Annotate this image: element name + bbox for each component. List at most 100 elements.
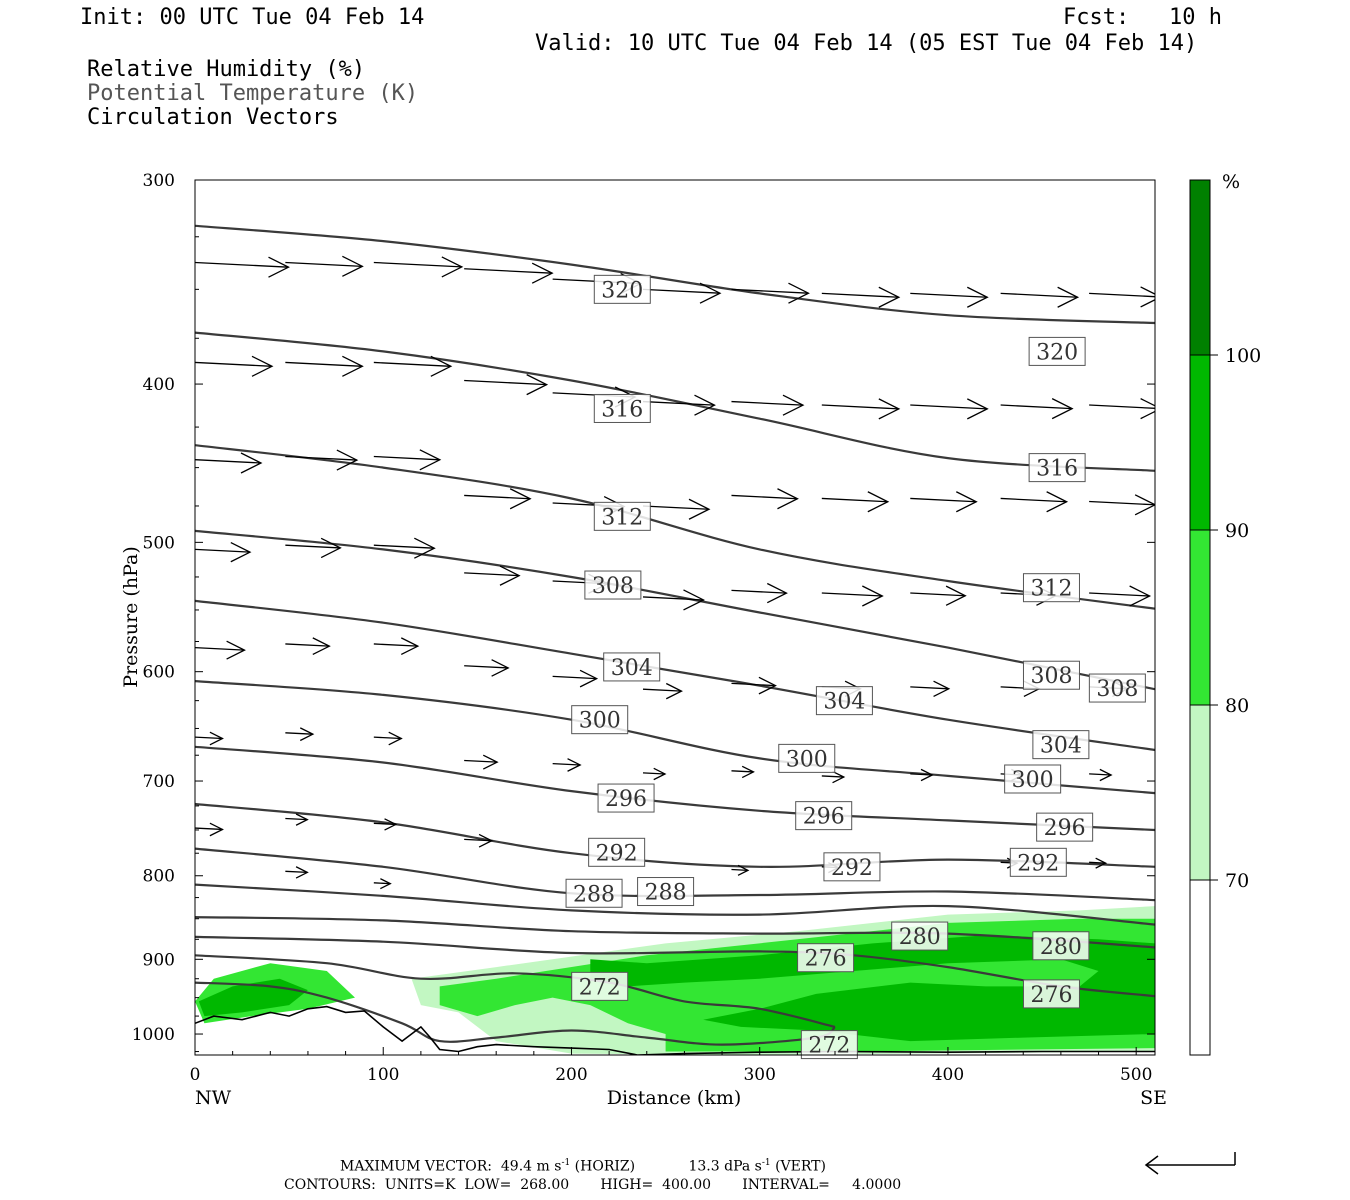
circulation-vector-42 — [731, 282, 810, 304]
vector-shaft — [195, 361, 273, 367]
x-tick-label-500: 500 — [1120, 1065, 1152, 1085]
rh-region-90-4 — [590, 935, 1155, 1042]
circulation-vector-4 — [195, 640, 246, 660]
vector-shaft — [821, 404, 899, 410]
vector-head — [1140, 286, 1155, 308]
circulation-vector-57 — [910, 398, 989, 420]
circulation-vector-54 — [821, 770, 846, 784]
vector-head — [299, 727, 315, 742]
theta-label-312-1: 312 — [1022, 573, 1080, 603]
colorbar-segment-2 — [1190, 530, 1210, 705]
theta-label-316-0: 316 — [593, 393, 651, 423]
theta-label-288-0: 288 — [565, 878, 623, 908]
theta-label-296-2: 296 — [1036, 812, 1094, 842]
theta-label-308-0: 308 — [584, 570, 642, 600]
vector-shaft — [1089, 500, 1155, 506]
theta-label-text: 304 — [1040, 734, 1082, 759]
circulation-vector-60 — [910, 680, 951, 698]
circulation-vector-39 — [642, 589, 705, 611]
vector-head — [741, 765, 755, 779]
vector-head — [1099, 768, 1113, 782]
vector-shaft — [195, 459, 262, 464]
vector-shaft — [285, 455, 357, 461]
theta-label-296-0: 296 — [597, 783, 655, 813]
circulation-vector-2 — [195, 452, 263, 474]
vector-shaft — [1089, 292, 1155, 298]
vector-head — [1057, 286, 1080, 308]
vector-shaft — [285, 544, 341, 549]
circulation-vector-17 — [373, 449, 442, 471]
vector-head — [312, 637, 331, 656]
vector-head — [699, 282, 722, 304]
vector-shaft — [1089, 861, 1106, 864]
theta-label-272-1: 272 — [800, 1030, 858, 1060]
vector-shaft — [464, 268, 553, 274]
vector-shaft — [285, 643, 330, 647]
circulation-vector-16 — [373, 355, 453, 377]
vector-head — [342, 355, 364, 377]
vector-head — [832, 770, 846, 784]
theta-label-304-2: 304 — [1032, 730, 1090, 760]
x-end-label-left: NW — [195, 1087, 232, 1109]
theta-label-296-1: 296 — [795, 801, 853, 831]
vector-shaft — [285, 817, 308, 821]
theta-label-text: 304 — [611, 656, 653, 681]
vector-shaft — [910, 592, 966, 597]
vector-shaft — [731, 770, 754, 773]
circulation-vector-29 — [464, 833, 494, 848]
theta-label-text: 304 — [823, 690, 865, 715]
vector-head — [531, 262, 554, 284]
theta-label-text: 316 — [601, 397, 643, 422]
vector-shaft — [1089, 592, 1150, 597]
theta-label-box — [1022, 573, 1080, 603]
circulation-vector-64 — [1000, 491, 1069, 513]
theta-label-text: 308 — [1030, 664, 1072, 689]
circulation-vector-7 — [285, 255, 364, 277]
theta-contour-304 — [195, 599, 1155, 752]
circulation-vector-34 — [552, 669, 599, 688]
y-tick-label-700: 700 — [143, 772, 175, 792]
theta-label-text: 292 — [1017, 851, 1059, 876]
theta-label-text: 308 — [592, 574, 634, 599]
vector-shaft — [1000, 292, 1078, 298]
footer-contours: CONTOURS: UNITS=K LOW= 268.00 HIGH= 400.… — [284, 1177, 902, 1193]
vector-shaft — [552, 762, 581, 766]
vector-head — [1129, 585, 1152, 607]
vector-shaft — [1089, 773, 1112, 776]
vector-head — [766, 582, 788, 604]
terrain-line — [195, 1005, 1155, 1055]
colorbar-label-90: 90 — [1225, 520, 1249, 542]
vector-shaft — [464, 572, 520, 577]
circulation-vector-49 — [821, 286, 901, 308]
footer-vert-suffix: (VERT) — [770, 1158, 826, 1175]
vector-head — [478, 833, 494, 848]
theta-label-box — [795, 801, 853, 831]
circulation-vector-72 — [1089, 585, 1152, 607]
vector-shaft — [731, 494, 798, 500]
y-tick-label-800: 800 — [143, 867, 175, 887]
theta-label-text: 308 — [1096, 677, 1138, 702]
circulation-vector-26 — [464, 565, 521, 586]
circulation-vector-1 — [195, 355, 274, 377]
theta-label-box — [571, 971, 629, 1001]
vector-head — [268, 256, 290, 278]
vector-head — [342, 255, 364, 277]
theta-label-box — [1028, 453, 1086, 483]
vector-shaft — [285, 870, 308, 874]
circulation-vector-44 — [731, 488, 799, 510]
vector-shaft — [821, 497, 888, 503]
vector-shaft — [821, 592, 883, 597]
vector-shaft — [464, 494, 531, 500]
circulation-vector-0 — [195, 256, 290, 278]
vector-head — [230, 541, 252, 563]
vector-head — [209, 822, 224, 837]
vector-head — [683, 589, 705, 611]
y-tick-label-500: 500 — [143, 533, 175, 553]
colorbar-segment-3 — [1190, 705, 1210, 880]
circulation-vector-9 — [285, 449, 359, 471]
theta-label-text: 292 — [831, 856, 873, 881]
vector-shaft — [552, 675, 597, 680]
vector-head — [867, 491, 890, 513]
theta-label-text: 280 — [1040, 935, 1082, 960]
